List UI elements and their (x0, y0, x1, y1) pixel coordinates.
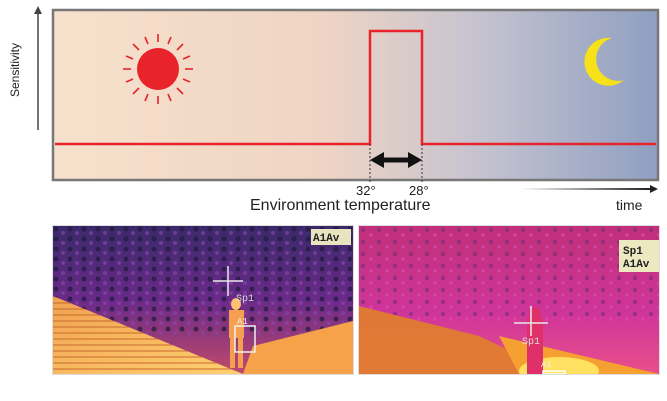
temp-label-28: 28° (409, 183, 429, 198)
overlay-label-2: A1Av (623, 259, 650, 271)
spot-label: Sp1 (522, 337, 540, 348)
spot-crosshair-icon (514, 306, 548, 336)
y-axis-arrow (34, 6, 42, 130)
overlay-label-1: Sp1 (623, 246, 643, 258)
spot-label: Sp1 (236, 294, 254, 305)
sensitivity-diagram: 32° 28° (34, 6, 660, 198)
moon-icon (584, 37, 624, 86)
measure-box (234, 325, 256, 353)
time-label: time (616, 197, 643, 213)
y-axis-label: Sensitivity (8, 42, 22, 98)
box-label: A1 (541, 360, 552, 370)
plot-area (51, 8, 660, 182)
x-axis-label: Environment temperature (250, 197, 431, 214)
sun-icon (123, 34, 193, 104)
thermal-image-left: Sp1 A1 A1Av (52, 225, 354, 375)
thermal-image-right: Sp1 A1 Sp1 A1Av (358, 225, 660, 375)
overlay-label: A1Av (313, 233, 340, 245)
time-arrow (520, 185, 658, 193)
person-silhouette (229, 298, 244, 368)
box-label: A1 (237, 317, 248, 327)
temp-label-32: 32° (356, 183, 376, 198)
double-arrow-icon (370, 152, 422, 168)
sensitivity-line (55, 29, 656, 146)
spot-crosshair-icon (213, 266, 243, 296)
